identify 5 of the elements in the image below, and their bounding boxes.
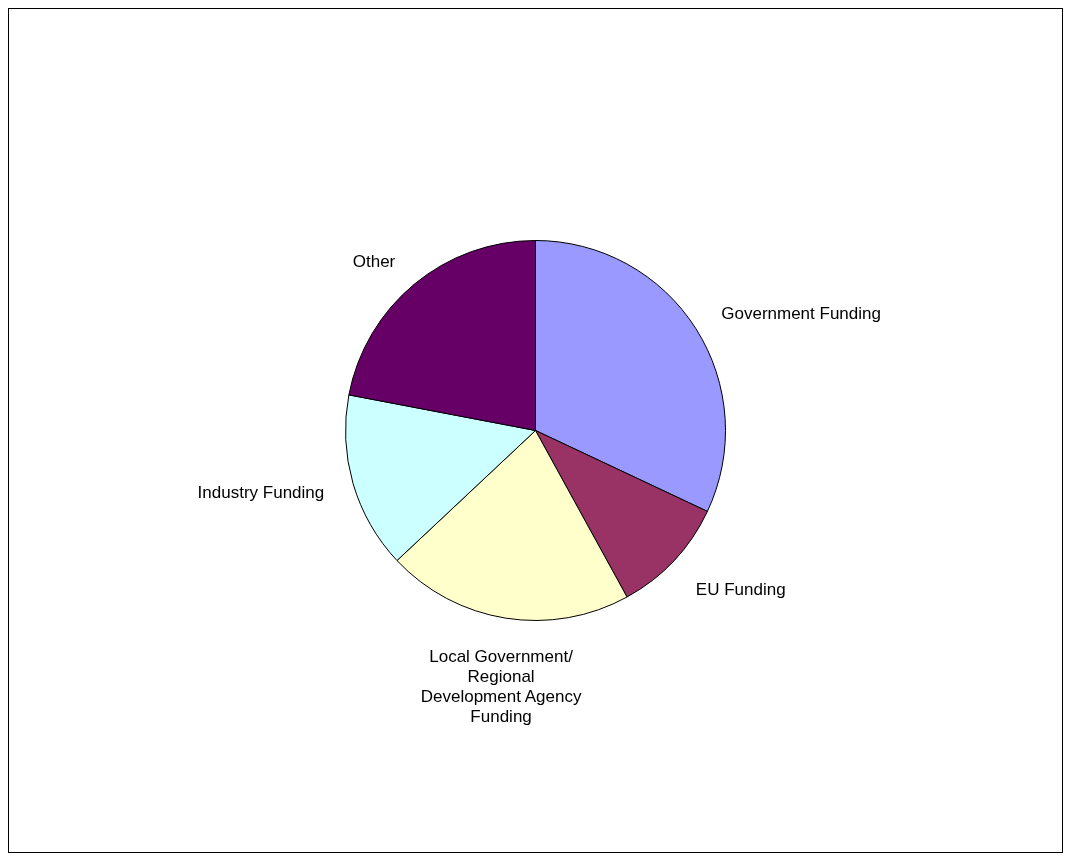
slice-label: Local Government/ Regional Development Agency Funding bbox=[420, 646, 582, 726]
slice-label: Other bbox=[352, 251, 396, 271]
slice-label: EU Funding bbox=[695, 579, 786, 599]
slice-label: Industry Funding bbox=[197, 482, 325, 502]
slice-label: Government Funding bbox=[721, 303, 881, 323]
